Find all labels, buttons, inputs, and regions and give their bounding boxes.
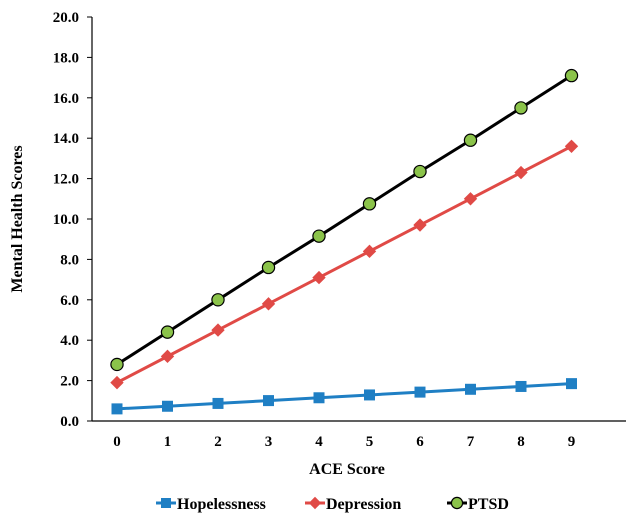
data-point-hopelessness (162, 400, 173, 412)
x-tick-label: 4 (315, 434, 323, 450)
data-point-depression (564, 139, 579, 153)
data-point-hopelessness (515, 380, 527, 392)
data-point-hopelessness (364, 389, 375, 401)
series-hopelessness (111, 378, 577, 415)
y-tick-label: 0.0 (60, 414, 79, 430)
data-point-ptsd (564, 68, 579, 83)
y-axis-title: Mental Health Scores (9, 145, 26, 292)
data-point-ptsd (211, 293, 225, 307)
data-point-hopelessness (414, 386, 426, 398)
data-point-hopelessness (465, 383, 476, 395)
x-tick-label: 7 (467, 434, 475, 450)
data-point-hopelessness (212, 397, 224, 409)
x-tick-label: 0 (113, 434, 121, 450)
x-tick-label: 8 (517, 434, 525, 450)
y-tick-label: 12.0 (53, 172, 79, 188)
legend-marker (308, 496, 322, 510)
data-point-depression (312, 270, 326, 285)
y-tick-label: 20.0 (53, 10, 79, 26)
series-line-hopelessness (116, 382, 572, 411)
series-line-depression (116, 144, 573, 384)
y-tick-label: 10.0 (53, 212, 79, 228)
data-point-depression (413, 218, 427, 232)
x-tick-label: 9 (568, 434, 576, 450)
data-point-ptsd (362, 197, 377, 211)
legend-item-ptsd: PTSD (447, 496, 509, 513)
data-point-ptsd (463, 133, 478, 147)
y-tick-label: 14.0 (53, 131, 79, 147)
y-tick-label: 2.0 (60, 374, 79, 390)
y-tick-label: 18.0 (53, 50, 79, 66)
x-tick-label: 5 (366, 434, 374, 450)
data-point-hopelessness (263, 395, 274, 407)
x-tick-label: 2 (214, 434, 222, 450)
data-point-ptsd (514, 101, 528, 115)
series-ptsd (110, 68, 579, 372)
data-point-depression (110, 375, 124, 390)
y-tick-label: 6.0 (60, 293, 79, 309)
series-line-ptsd (116, 74, 573, 366)
data-point-ptsd (413, 164, 427, 179)
data-point-depression (463, 192, 478, 206)
x-tick-label: 1 (164, 434, 172, 450)
y-tick-label: 4.0 (60, 333, 79, 349)
y-tick-label: 16.0 (53, 91, 79, 107)
data-point-depression (362, 244, 377, 259)
data-point-ptsd (312, 229, 326, 243)
data-point-depression (514, 165, 528, 180)
data-point-depression (160, 349, 175, 364)
tick-labels: 0.0 2.0 4.0 6.0 8.0 10.0 12.0 14.0 16.0 18.0 20.0 0… (53, 10, 576, 450)
data-point-ptsd (160, 325, 175, 339)
legend-item-depression: Depression (305, 496, 401, 513)
x-tick-label: 6 (416, 434, 424, 450)
data-point-hopelessness (111, 403, 123, 415)
data-point-hopelessness (566, 378, 577, 390)
x-tick-label: 3 (265, 434, 273, 450)
series-depression (110, 139, 579, 390)
data-point-depression (261, 297, 276, 311)
legend-label: Hopelessness (177, 496, 266, 513)
y-tick-label: 8.0 (60, 252, 79, 268)
axes (91, 17, 626, 422)
legend-marker (161, 498, 171, 508)
series-group (110, 68, 579, 415)
data-point-hopelessness (313, 392, 325, 404)
legend-label: Depression (326, 496, 401, 513)
legend: Hopelessness Depression PTSD (156, 496, 509, 513)
legend-label: PTSD (468, 496, 509, 513)
legend-marker (450, 496, 464, 510)
x-axis-title: ACE Score (309, 461, 385, 478)
data-point-ptsd (110, 357, 124, 372)
data-point-depression (211, 323, 225, 337)
legend-item-hopelessness: Hopelessness (156, 496, 266, 513)
data-point-ptsd (261, 260, 276, 275)
